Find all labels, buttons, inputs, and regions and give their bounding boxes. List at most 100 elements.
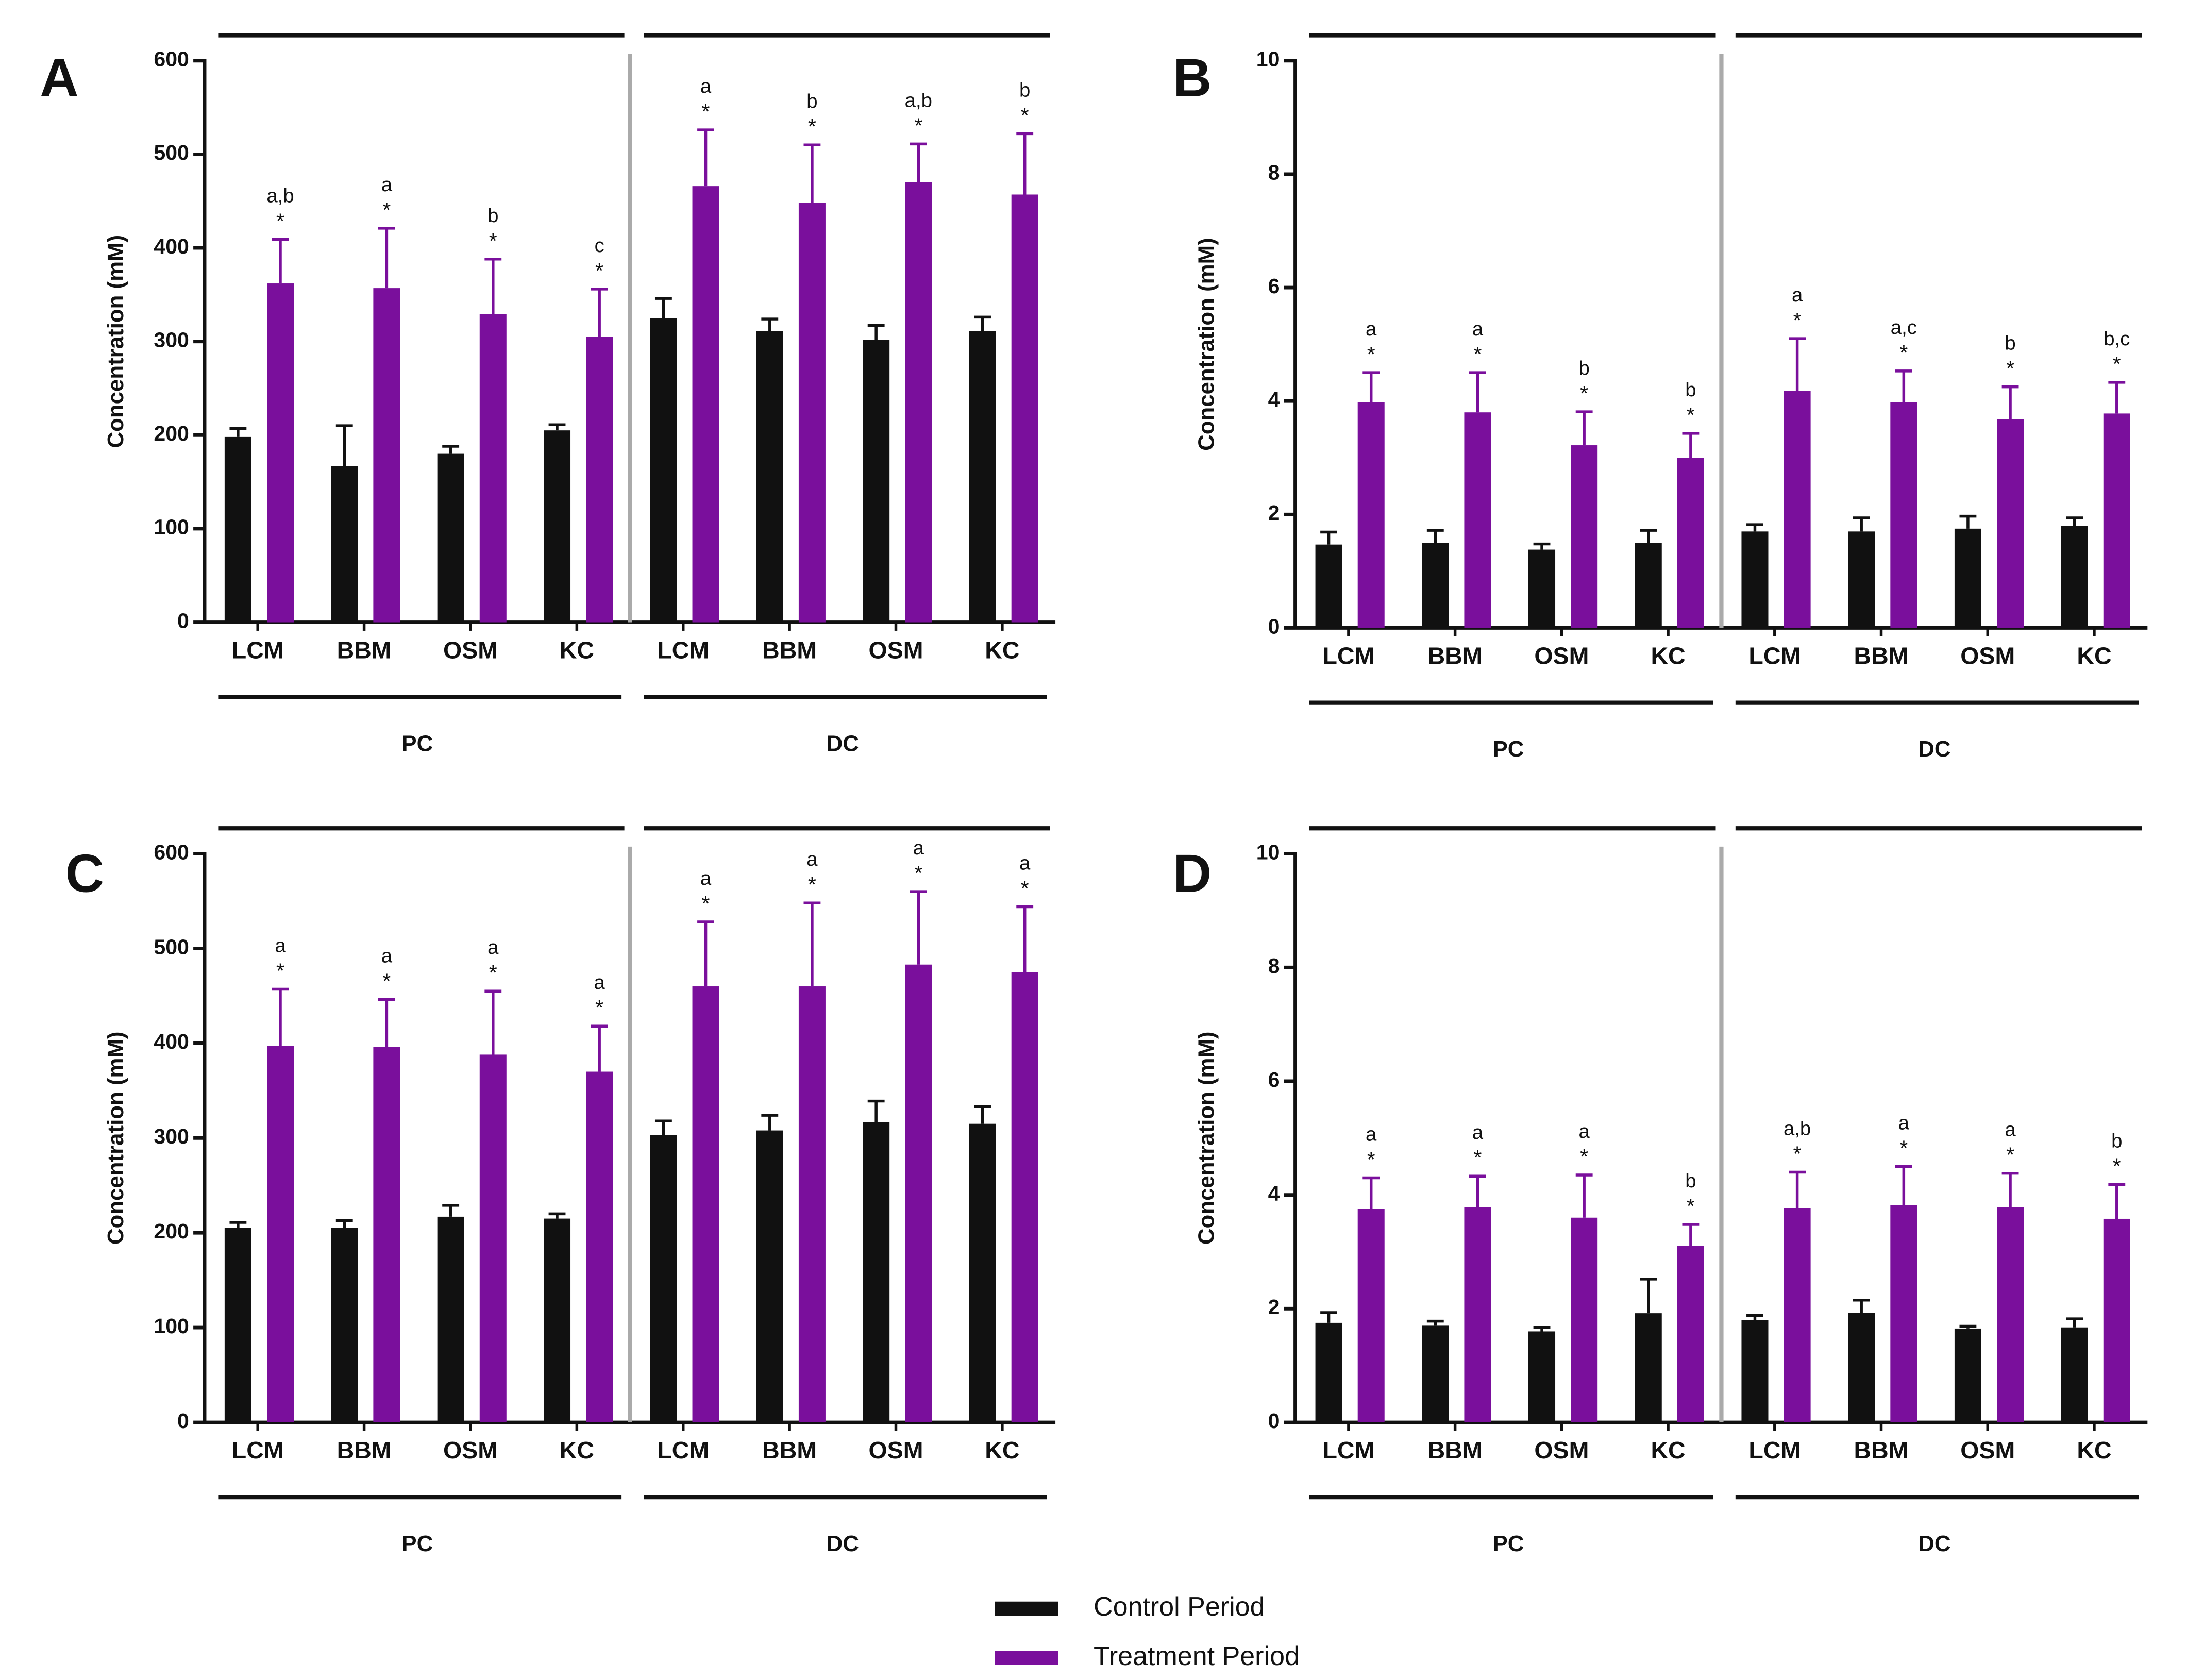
x-tick-label: LCM [1323, 642, 1375, 669]
bar [1528, 549, 1556, 628]
bar [1890, 1205, 1917, 1422]
bar [1997, 419, 2024, 628]
error-bar [1426, 1319, 1444, 1326]
bar [1954, 1328, 1981, 1422]
x-tick-label: LCM [1748, 642, 1801, 669]
significance-star: * [276, 959, 284, 983]
significance-letter: a [1792, 284, 1803, 306]
bar [1528, 1331, 1556, 1422]
significance-star: * [1899, 1136, 1908, 1160]
bar [1571, 445, 1598, 628]
y-tick-label: 300 [154, 1124, 189, 1148]
y-tick-label: 0 [177, 609, 189, 632]
error-bar [2108, 381, 2126, 414]
bar [586, 337, 613, 623]
y-tick-label: 10 [1256, 47, 1280, 71]
significance-letter: a [381, 945, 393, 967]
error-bar [272, 987, 289, 1046]
group-label: DC [827, 731, 859, 756]
bar [798, 203, 826, 623]
significance-letter: b,c [2104, 328, 2130, 350]
significance-star: * [489, 961, 497, 984]
bar [863, 340, 890, 623]
y-axis-title: Concentration (mM) [103, 1031, 128, 1245]
error-bar [761, 1114, 779, 1131]
y-tick-label: 200 [154, 1219, 189, 1243]
error-bar [761, 317, 779, 331]
bar [1677, 458, 1704, 628]
bar [544, 1218, 571, 1422]
bar [1848, 1313, 1875, 1422]
bar [1422, 543, 1449, 628]
x-tick-label: OSM [1960, 642, 2015, 669]
error-bar [2001, 385, 2019, 419]
x-tick-label: LCM [1748, 1437, 1801, 1464]
bar [1784, 1208, 1811, 1422]
y-axis-title: Concentration (mM) [1193, 238, 1219, 451]
bar [969, 331, 996, 623]
bar [586, 1071, 613, 1422]
significance-star: * [1021, 103, 1029, 127]
error-bar [1362, 371, 1380, 402]
error-bar [910, 890, 927, 965]
y-tick-label: 500 [154, 935, 189, 959]
x-tick-label: OSM [443, 636, 498, 663]
error-bar [442, 445, 460, 454]
error-bar [1746, 523, 1763, 532]
error-bar [2108, 1183, 2126, 1219]
y-tick-label: 6 [1268, 274, 1280, 298]
x-tick-label: KC [985, 1437, 1019, 1464]
y-axis-title: Concentration (mM) [103, 235, 128, 448]
significance-star: * [1021, 877, 1029, 900]
significance-star: * [1687, 403, 1695, 427]
error-bar [1016, 132, 1034, 195]
y-tick-label: 100 [154, 1314, 189, 1338]
y-tick-label: 10 [1256, 840, 1280, 864]
significance-star: * [1580, 1145, 1588, 1168]
significance-letter: a [275, 935, 286, 957]
bar [1997, 1207, 2024, 1422]
significance-star: * [595, 259, 603, 282]
bar [437, 453, 464, 623]
bar [692, 186, 719, 623]
y-tick-label: 400 [154, 234, 189, 258]
significance-letter: a [1578, 1120, 1590, 1143]
significance-star: * [2006, 1143, 2014, 1167]
x-tick-label: LCM [657, 636, 709, 663]
error-bar [484, 989, 502, 1055]
group-label: PC [401, 731, 433, 756]
significance-star: * [595, 996, 603, 1019]
bar [1011, 194, 1038, 623]
x-tick-label: LCM [1323, 1437, 1375, 1464]
error-bar [697, 920, 714, 987]
significance-star: * [1473, 342, 1482, 366]
significance-star: * [1580, 381, 1588, 405]
significance-letter: a [2005, 1119, 2016, 1141]
y-tick-label: 600 [154, 47, 189, 71]
x-tick-label: BBM [1854, 642, 1909, 669]
y-axis-title: Concentration (mM) [1193, 1031, 1219, 1245]
y-tick-label: 4 [1268, 388, 1280, 411]
bar [1464, 1207, 1491, 1422]
error-bar [1789, 1170, 1806, 1208]
y-tick-label: 4 [1268, 1181, 1280, 1205]
bar [373, 288, 400, 623]
bar [2061, 526, 2088, 628]
y-tick-label: 0 [177, 1409, 189, 1433]
y-tick-label: 400 [154, 1030, 189, 1053]
x-tick-label: OSM [869, 1437, 923, 1464]
x-tick-label: BBM [762, 636, 817, 663]
error-bar [1533, 1325, 1551, 1332]
bar [1635, 543, 1662, 628]
y-tick-label: 200 [154, 422, 189, 445]
significance-letter: b [1685, 379, 1696, 401]
bar [479, 314, 507, 623]
error-bar [1320, 530, 1338, 545]
error-bar [2066, 1317, 2083, 1328]
x-tick-label: OSM [1960, 1437, 2015, 1464]
significance-letter: b [1578, 357, 1589, 379]
error-bar [1575, 410, 1593, 446]
x-tick-label: KC [2077, 1437, 2111, 1464]
error-bar [2001, 1171, 2019, 1207]
bar [267, 283, 294, 623]
